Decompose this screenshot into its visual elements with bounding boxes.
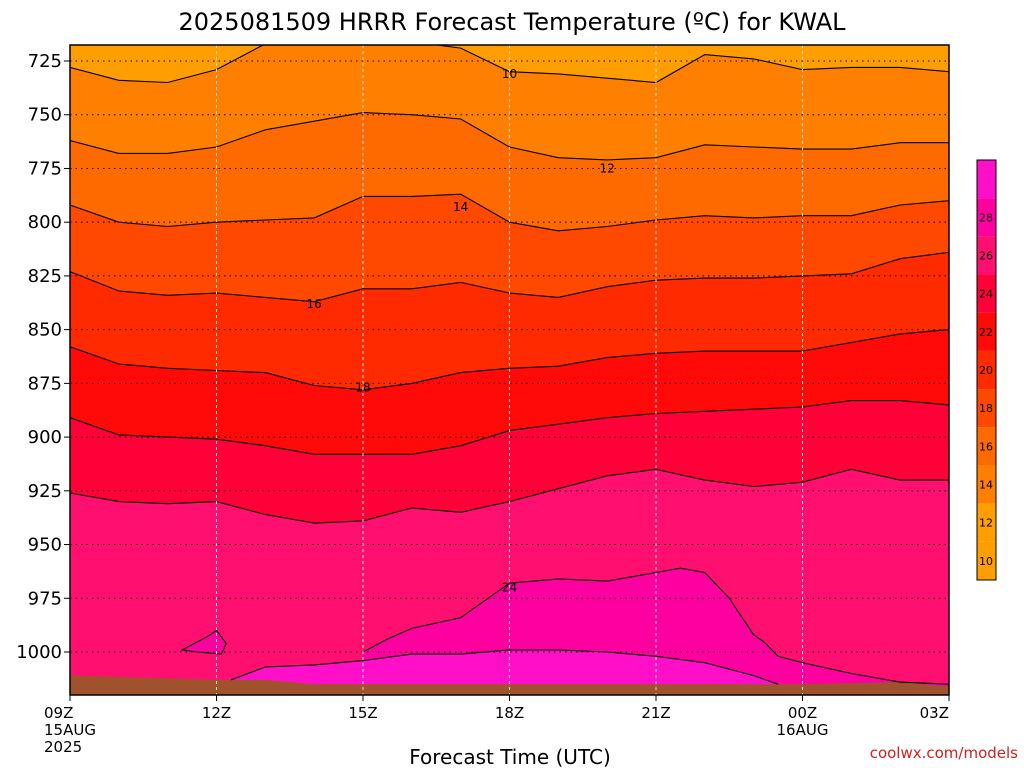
colorbar-label-12: 12 (979, 517, 993, 530)
xtick-label-18Z: 18Z (495, 704, 524, 722)
chart-title: 2025081509 HRRR Forecast Temperature (ºC… (178, 8, 846, 36)
ytick-label-725: 725 (28, 51, 62, 72)
colorbar: 10 12 14 16 18 20 22 24 26 28 (976, 159, 997, 581)
ytick-label-800: 800 (28, 212, 62, 233)
colorbar-seg-10 (977, 160, 996, 199)
credit-text: coolwx.com/models (870, 744, 1018, 762)
colorbar-label-10: 10 (979, 555, 993, 568)
colorbar-label-20: 20 (979, 364, 993, 377)
contour-label-10: 10 (502, 67, 517, 81)
xtick-label-09Z: 09Z (44, 704, 73, 722)
colorbar-seg-8 (977, 236, 996, 275)
colorbar-label-14: 14 (979, 479, 993, 492)
fill-above-26 (231, 649, 779, 695)
xtick-sublabel: 16AUG (777, 721, 829, 739)
ytick-label-850: 850 (28, 320, 62, 341)
colorbar-seg-0 (977, 541, 996, 580)
isotherm-26 (231, 649, 779, 685)
contour-label-24: 24 (502, 581, 517, 595)
colorbar-seg-2 (977, 465, 996, 504)
ytick-label-1000: 1000 (16, 642, 62, 663)
ground-fill (70, 675, 949, 695)
colorbar-seg-7 (977, 274, 996, 313)
xtick-label-21Z: 21Z (641, 704, 670, 722)
ytick-label-950: 950 (28, 535, 62, 556)
gridlines (70, 45, 949, 695)
colorbar-seg-9 (977, 198, 996, 237)
colorbar-seg-1 (977, 503, 996, 542)
colorbar-label-18: 18 (979, 402, 993, 415)
ytick-label-750: 750 (28, 105, 62, 126)
ytick-label-925: 925 (28, 481, 62, 502)
xtick-label-15Z: 15Z (348, 704, 377, 722)
xtick-label-12Z: 12Z (202, 704, 231, 722)
isotherm-24 (362, 567, 949, 685)
temperature-fill-layers (70, 45, 949, 695)
x-axis-label: Forecast Time (UTC) (409, 745, 611, 768)
ytick-label-875: 875 (28, 373, 62, 394)
colorbar-seg-3 (977, 427, 996, 466)
colorbar-frame (976, 159, 997, 581)
contour-label-14: 14 (453, 200, 468, 214)
ytick-label-775: 775 (28, 158, 62, 179)
contour-label-12: 12 (600, 161, 615, 175)
xtick-label-03Z: 03Z (920, 704, 949, 722)
colorbar-label-26: 26 (979, 249, 993, 262)
ytick-label-825: 825 (28, 266, 62, 287)
xtick-sublabel: 2025 (44, 738, 82, 756)
ytick-label-900: 900 (28, 427, 62, 448)
colorbar-label-28: 28 (979, 211, 993, 224)
small-warm-cell-fill (182, 630, 227, 655)
contour-label-18: 18 (355, 381, 370, 395)
pressure-axis: 725 750 775 800 825 850 875 900 925 950 975 1000 (16, 51, 70, 663)
colorbar-label-22: 22 (979, 326, 993, 339)
contour-label-16: 16 (307, 297, 322, 311)
colorbar-seg-4 (977, 389, 996, 428)
colorbar-label-16: 16 (979, 440, 993, 453)
contour-labels: 10 12 14 16 18 24 (307, 67, 615, 595)
xtick-sublabel: 15AUG (44, 721, 96, 739)
colorbar-seg-6 (977, 312, 996, 351)
ytick-label-975: 975 (28, 588, 62, 609)
colorbar-seg-5 (977, 350, 996, 390)
colorbar-label-24: 24 (979, 288, 993, 301)
xtick-label-00Z: 00Z (788, 704, 817, 722)
